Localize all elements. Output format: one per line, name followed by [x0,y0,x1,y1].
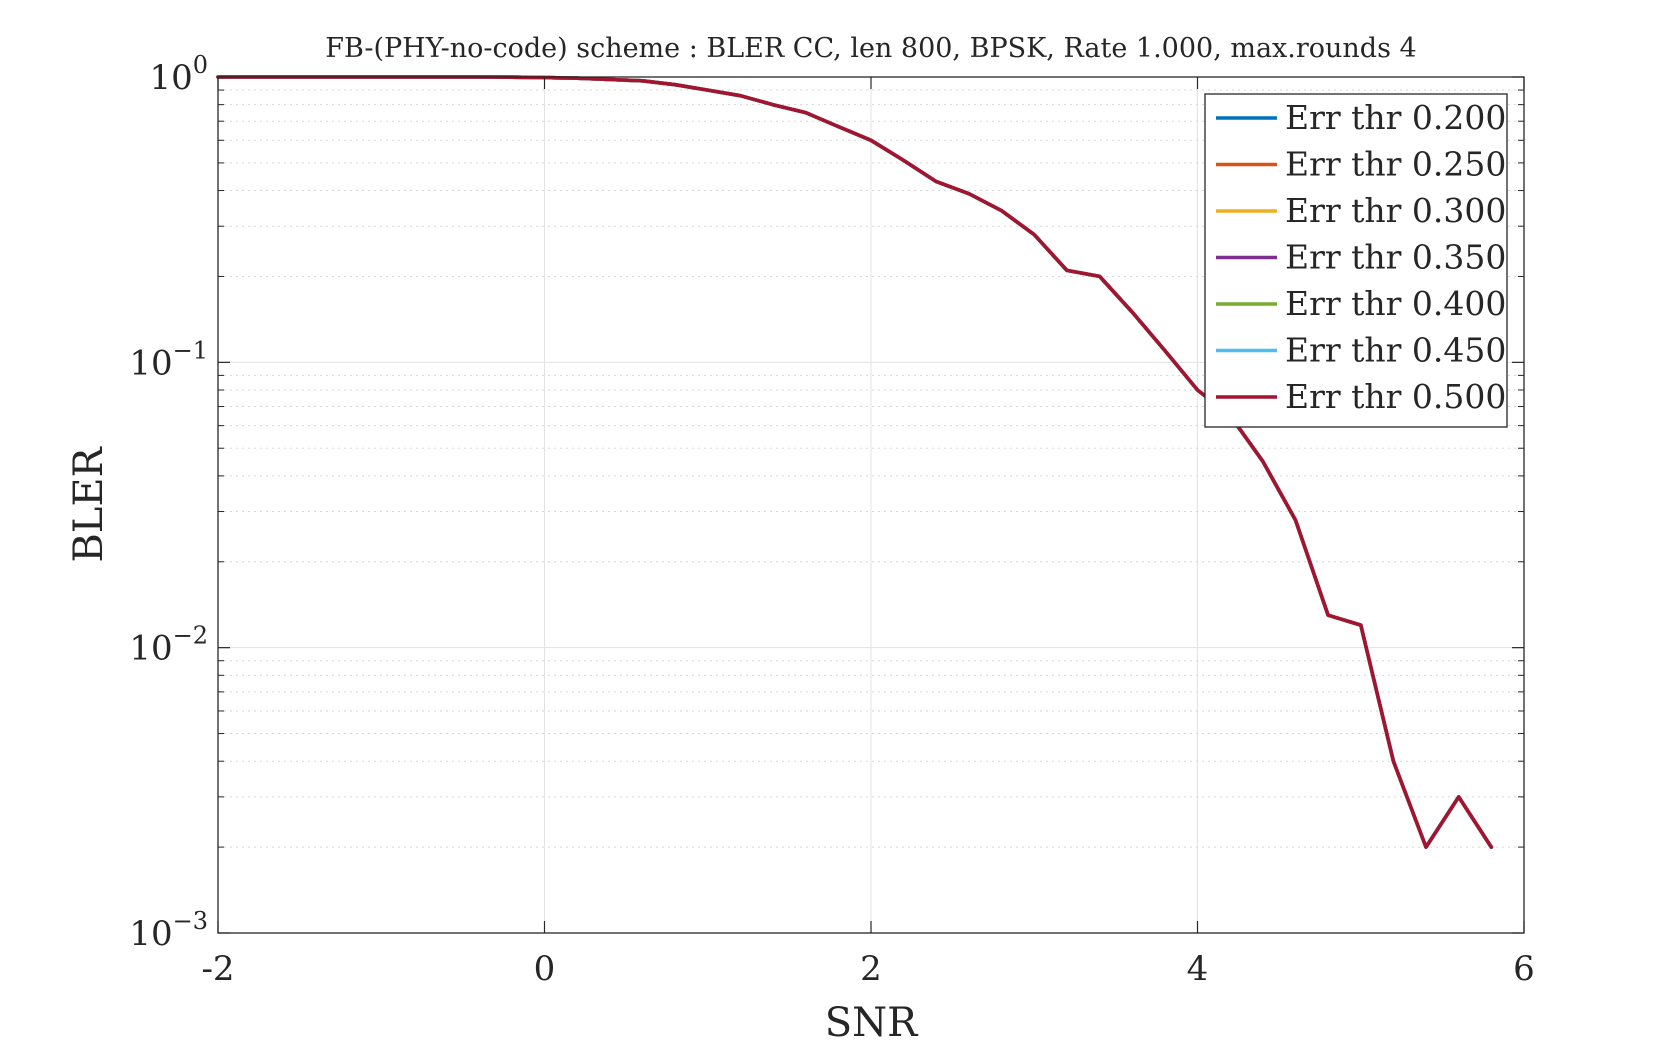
legend-label: Err thr 0.400 [1285,284,1506,323]
grid [218,77,1524,934]
legend-box [1204,93,1508,428]
x-tick-label: 0 [534,949,556,989]
x-tick-label: 6 [1513,949,1535,989]
legend-label: Err thr 0.500 [1285,377,1506,416]
legend-label: Err thr 0.250 [1285,145,1506,184]
x-tick-label: 4 [1187,949,1209,989]
x-tick-label: 2 [860,949,882,989]
legend-label: Err thr 0.450 [1285,331,1506,370]
x-tick-label: -2 [201,949,234,989]
legend-label: Err thr 0.300 [1285,191,1506,230]
legend-label: Err thr 0.350 [1285,238,1506,277]
y-tick-label: 10−2 [129,622,208,669]
legend: Err thr 0.200 Err thr 0.250 Err thr 0.300 E… [1204,93,1508,428]
legend-label: Err thr 0.200 [1285,98,1506,137]
x-axis-label: SNR [825,1000,919,1042]
y-axis-label: BLER [66,445,112,562]
chart-title: FB-(PHY-no-code) scheme : BLER CC, len 8… [325,33,1416,64]
